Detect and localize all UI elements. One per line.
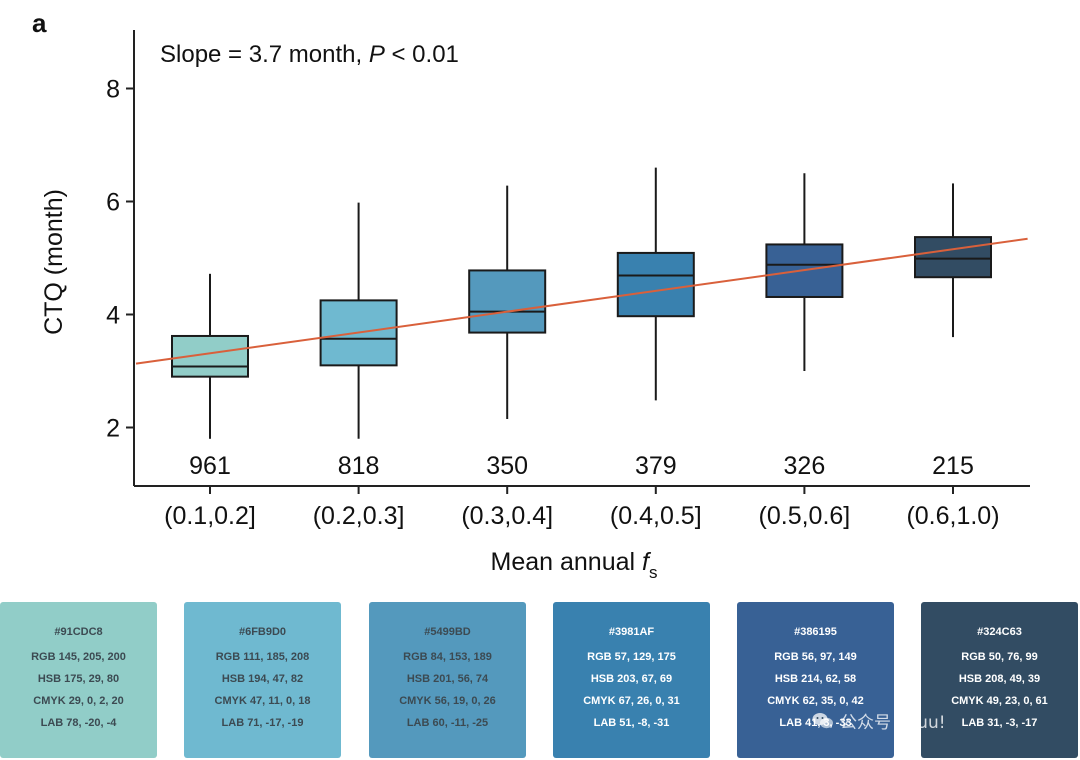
swatch-rgb: RGB 57, 129, 175 bbox=[587, 651, 676, 663]
swatch-lab: LAB 71, -17, -19 bbox=[221, 717, 304, 729]
swatch-hsb: HSB 194, 47, 82 bbox=[221, 673, 304, 685]
box-4 bbox=[616, 167, 695, 401]
x-tick-label: (0.1,0.2] bbox=[164, 502, 256, 530]
swatch-cmyk: CMYK 29, 0, 2, 20 bbox=[33, 695, 124, 707]
swatch-lab: LAB 60, -11, -25 bbox=[406, 717, 489, 729]
axes: 2 4 6 8 bbox=[106, 30, 1030, 494]
watermark: 公众号 · Puu! bbox=[812, 708, 946, 733]
y-tick-label: 4 bbox=[106, 302, 120, 330]
count-label: 379 bbox=[635, 452, 677, 480]
swatch-cmyk: CMYK 62, 35, 0, 42 bbox=[767, 695, 864, 707]
swatch-hex: #91CDC8 bbox=[54, 626, 103, 638]
x-tick-label: (0.5,0.6] bbox=[759, 502, 851, 530]
watermark-text: 公众号 · Puu! bbox=[840, 713, 946, 733]
swatch-2: #6FB9D0 RGB 111, 185, 208 HSB 194, 47, 8… bbox=[184, 602, 341, 758]
swatch-cmyk: CMYK 56, 19, 0, 26 bbox=[399, 695, 496, 707]
p-value-text: < 0.01 bbox=[385, 41, 459, 68]
swatch-lab: LAB 51, -8, -31 bbox=[593, 717, 670, 729]
swatch-hex: #3981AF bbox=[608, 626, 655, 638]
swatch-hsb: HSB 175, 29, 80 bbox=[37, 673, 120, 685]
y-tick-label: 6 bbox=[106, 189, 120, 217]
p-label: P bbox=[369, 41, 385, 68]
swatch-6: #324C63 RGB 50, 76, 99 HSB 208, 49, 39 C… bbox=[921, 602, 1078, 758]
x-tick-label: (0.6,1.0) bbox=[906, 502, 999, 530]
iqr-box bbox=[914, 236, 992, 279]
count-label: 961 bbox=[189, 452, 231, 480]
swatch-cmyk: CMYK 67, 26, 0, 31 bbox=[583, 695, 680, 707]
x-tick-label: (0.4,0.5] bbox=[610, 502, 702, 530]
count-label: 350 bbox=[486, 452, 528, 480]
color-palette: #91CDC8 RGB 145, 205, 200 HSB 175, 29, 8… bbox=[0, 602, 1080, 758]
box-3 bbox=[468, 185, 547, 420]
slope-text: Slope = 3.7 month, bbox=[160, 41, 369, 68]
swatch-hex: #5499BD bbox=[424, 626, 471, 638]
y-axis-label: CTQ (month) bbox=[40, 189, 68, 335]
labels: 961 818 350 379 326 215 (0.1,0.2] (0.2,0.3] (0.3… bbox=[164, 452, 999, 530]
count-label: 215 bbox=[932, 452, 974, 480]
swatch-rgb: RGB 111, 185, 208 bbox=[215, 651, 310, 663]
trend-line-layer bbox=[135, 237, 1028, 365]
box-plot-chart: a Slope = 3.7 month, P < 0.01 2 4 6 8 961 81… bbox=[32, 8, 1030, 582]
swatch-hsb: HSB 203, 67, 69 bbox=[590, 673, 673, 685]
boxes bbox=[171, 167, 992, 439]
x-axis-label-var: f bbox=[642, 548, 652, 576]
swatch-hsb: HSB 201, 56, 74 bbox=[406, 673, 489, 685]
swatch-lab: LAB 78, -20, -4 bbox=[40, 717, 117, 729]
trend-line bbox=[135, 237, 1028, 365]
swatch-rgb: RGB 84, 153, 189 bbox=[403, 651, 492, 663]
swatch-rgb: RGB 50, 76, 99 bbox=[961, 651, 1038, 663]
box-5 bbox=[765, 173, 844, 371]
x-tick-label: (0.2,0.3] bbox=[313, 502, 405, 530]
swatch-hex: #324C63 bbox=[977, 626, 1022, 638]
swatch-5: #386195 RGB 56, 97, 149 HSB 214, 62, 58 … bbox=[737, 602, 894, 758]
swatch-cmyk: CMYK 47, 11, 0, 18 bbox=[214, 695, 311, 707]
slope-annotation: Slope = 3.7 month, P < 0.01 bbox=[160, 41, 459, 68]
wechat-icon bbox=[812, 712, 834, 730]
swatch-4: #3981AF RGB 57, 129, 175 HSB 203, 67, 69… bbox=[553, 602, 710, 758]
x-axis-label-sub: s bbox=[649, 563, 658, 582]
panel-label: a bbox=[32, 8, 47, 38]
count-label: 818 bbox=[338, 452, 380, 480]
x-axis-label-main: Mean annual bbox=[491, 548, 643, 576]
box-2 bbox=[319, 202, 398, 439]
swatch-hsb: HSB 214, 62, 58 bbox=[774, 673, 857, 685]
swatch-hex: #6FB9D0 bbox=[238, 626, 287, 638]
swatch-hsb: HSB 208, 49, 39 bbox=[958, 673, 1041, 685]
count-label: 326 bbox=[784, 452, 826, 480]
box-6 bbox=[914, 183, 992, 338]
swatch-rgb: RGB 145, 205, 200 bbox=[31, 651, 126, 663]
swatch-cmyk: CMYK 49, 23, 0, 61 bbox=[951, 695, 1048, 707]
iqr-box bbox=[468, 269, 547, 334]
swatch-lab: LAB 31, -3, -17 bbox=[961, 717, 1038, 729]
y-tick-label: 8 bbox=[106, 76, 120, 104]
swatch-3: #5499BD RGB 84, 153, 189 HSB 201, 56, 74… bbox=[369, 602, 526, 758]
swatch-hex: #386195 bbox=[794, 626, 837, 638]
y-tick-label: 2 bbox=[106, 415, 120, 443]
iqr-box bbox=[616, 251, 695, 318]
x-tick-label: (0.3,0.4] bbox=[461, 502, 553, 530]
x-axis-label: Mean annual fs bbox=[491, 548, 658, 582]
swatch-rgb: RGB 56, 97, 149 bbox=[774, 651, 857, 663]
swatch-1: #91CDC8 RGB 145, 205, 200 HSB 175, 29, 8… bbox=[0, 602, 157, 758]
